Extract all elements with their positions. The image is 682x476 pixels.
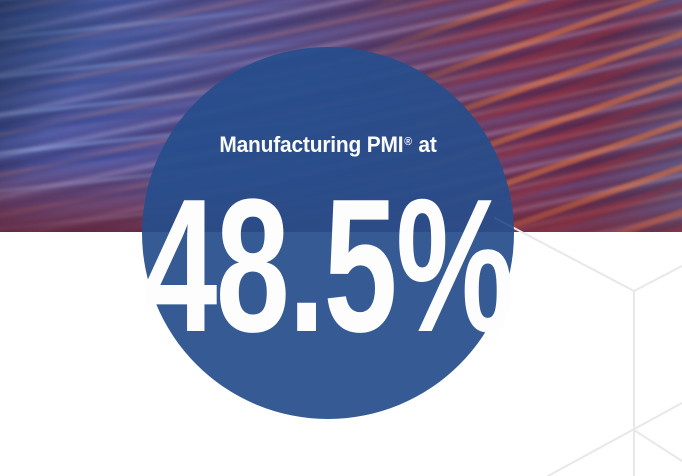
pmi-stat-circle <box>142 47 514 419</box>
pmi-value: 48.5% <box>89 171 566 361</box>
pmi-label-suffix: at <box>412 132 437 157</box>
pmi-label-text: Manufacturing PMI <box>219 132 404 157</box>
registered-trademark-symbol: ® <box>404 136 412 149</box>
pmi-value-text: 48.5% <box>143 160 514 372</box>
pmi-label: Manufacturing PMI® at <box>11 132 645 157</box>
